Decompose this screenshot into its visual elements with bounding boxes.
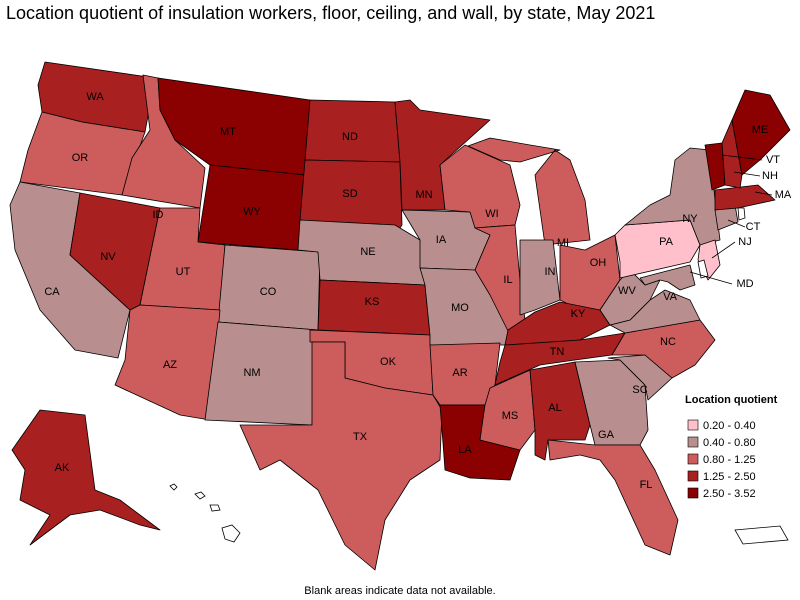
legend-swatch (687, 419, 699, 431)
state-label: MA (775, 189, 792, 201)
legend-swatch (687, 453, 699, 465)
state-label: SC (632, 384, 647, 396)
state-label: CO (260, 286, 277, 298)
puerto-rico (734, 525, 789, 545)
state-label: MS (502, 410, 519, 422)
state-label: AZ (163, 359, 177, 371)
legend-swatch (687, 470, 699, 482)
state-label: OR (72, 152, 89, 164)
state-label: AK (55, 462, 70, 474)
state-label: AR (452, 367, 467, 379)
footnote: Blank areas indicate data not available. (304, 585, 495, 597)
state-region (204, 321, 319, 426)
state-label: MT (220, 126, 236, 138)
state-label: MD (736, 278, 753, 290)
state-label: WA (86, 91, 104, 103)
legend-swatch (687, 436, 699, 448)
legend-label: 0.80 - 1.25 (703, 454, 756, 466)
state-label: OK (380, 356, 397, 368)
delaware (697, 259, 709, 279)
state-label: IL (503, 274, 512, 286)
map-title: Location quotient of insulation workers,… (6, 3, 655, 23)
state-label: CT (746, 221, 761, 233)
legend-label: 0.40 - 0.80 (703, 437, 756, 449)
states (9, 61, 791, 571)
state-region (11, 409, 161, 546)
leader-line (689, 271, 733, 285)
hawaii (169, 483, 241, 543)
state-label: NV (100, 251, 116, 263)
legend-label: 0.20 - 0.40 (703, 420, 756, 432)
state-label: TX (353, 431, 368, 443)
state-label: LA (458, 444, 472, 456)
state-label: TN (550, 346, 565, 358)
legend-swatch (687, 487, 699, 499)
state-label: WY (243, 206, 261, 218)
state-label: NE (360, 246, 375, 258)
rhode-island (737, 207, 746, 221)
state-label: MO (451, 302, 469, 314)
leader-line (727, 219, 746, 228)
state-region (731, 89, 791, 176)
state-region (721, 119, 743, 189)
leader-line (711, 241, 736, 259)
state-label: NM (243, 367, 260, 379)
state-label: WV (618, 285, 636, 297)
state-label: VA (663, 291, 678, 303)
state-region (494, 332, 626, 386)
state-label: AL (548, 402, 561, 414)
state-label: ID (153, 209, 164, 221)
state-region (547, 439, 679, 556)
legend-title: Location quotient (685, 394, 778, 406)
leader-line (733, 171, 761, 177)
state-label: KY (571, 308, 586, 320)
legend-label: 2.50 - 3.52 (703, 488, 756, 500)
state-label: NH (762, 170, 778, 182)
state-label: PA (659, 236, 674, 248)
state-label: MI (557, 237, 569, 249)
state-region (519, 239, 561, 316)
state-label: GA (598, 429, 615, 441)
leader-line (721, 154, 763, 161)
state-label: NJ (738, 236, 751, 248)
state-label: CA (44, 286, 60, 298)
state-region (239, 341, 443, 571)
blank-areas (169, 207, 789, 545)
state-label: IN (545, 266, 556, 278)
state-label: SD (342, 188, 357, 200)
state-label: VT (766, 154, 780, 166)
legend: Location quotient 0.20 - 0.40 0.40 - 0.80… (685, 394, 778, 500)
state-label: UT (176, 266, 191, 278)
state-region (714, 184, 776, 211)
state-label: ND (342, 131, 358, 143)
leader-lines (689, 154, 773, 285)
state-label: FL (640, 479, 653, 491)
state-labels: WA OR CA NV ID MT WY UT CO AZ NM ND SD NE KS OK TX MN IA MO… (44, 91, 792, 491)
state-label: OH (590, 257, 607, 269)
leader-line (754, 191, 773, 196)
state-label: NY (682, 213, 698, 225)
state-label: NC (660, 336, 676, 348)
state-region (467, 137, 591, 246)
state-region (639, 264, 696, 291)
state-label: IA (436, 234, 447, 246)
state-label: ME (752, 124, 769, 136)
state-label: WI (485, 208, 498, 220)
legend-label: 1.25 - 2.50 (703, 471, 756, 483)
state-label: MN (415, 189, 432, 201)
state-label: KS (365, 296, 380, 308)
